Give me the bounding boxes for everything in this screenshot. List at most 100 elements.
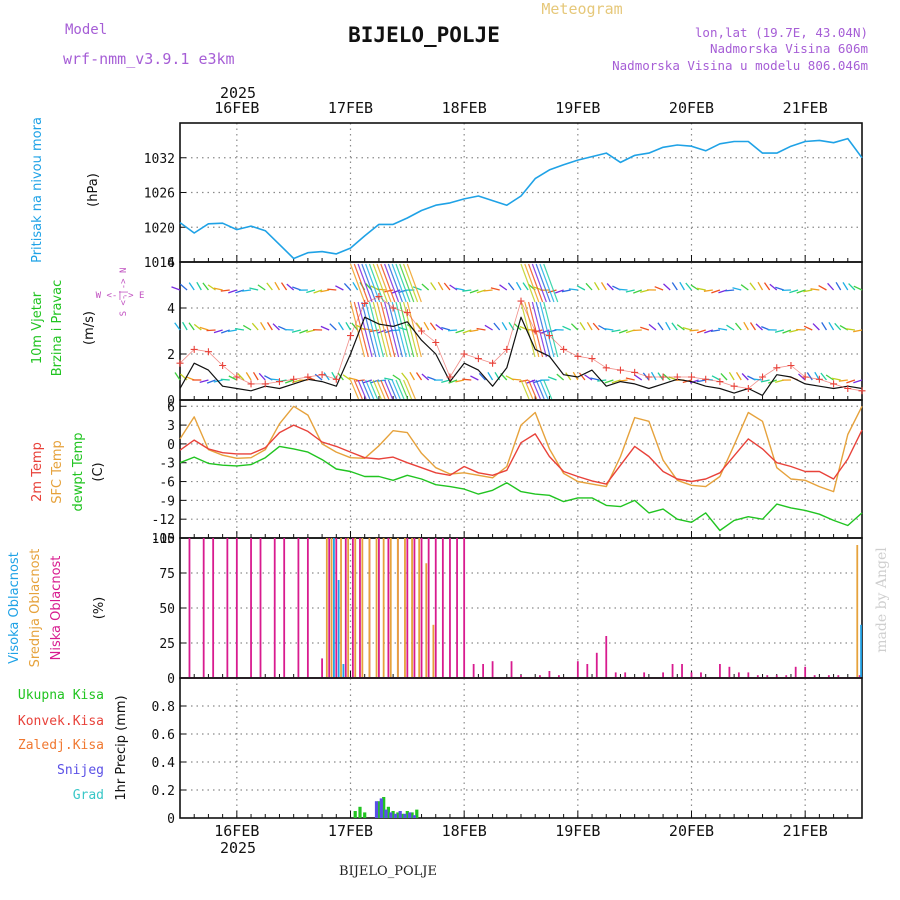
y-tick-label: 0 bbox=[167, 438, 175, 453]
y-tick-label: 0 bbox=[167, 394, 175, 409]
wind-barb bbox=[741, 373, 749, 381]
wind-barb bbox=[213, 287, 223, 291]
wind-barb bbox=[455, 379, 465, 383]
wind-barb bbox=[846, 379, 856, 384]
wind-barb bbox=[820, 372, 827, 381]
wind-barb bbox=[796, 289, 806, 294]
wind-barb bbox=[618, 288, 628, 291]
wind-barb bbox=[257, 284, 266, 291]
wind-barb bbox=[753, 378, 763, 381]
wind-barbs bbox=[171, 263, 863, 400]
wind-barb bbox=[202, 282, 209, 291]
wind-barb bbox=[704, 329, 714, 334]
wind-barb-strong bbox=[357, 379, 367, 400]
wind-barb bbox=[690, 284, 699, 291]
wind-barb bbox=[252, 371, 259, 381]
wind-barb-strong bbox=[402, 379, 413, 400]
total-rain-bar bbox=[391, 811, 395, 818]
wind-barb bbox=[441, 326, 451, 331]
wind-barb bbox=[242, 324, 252, 331]
wind-barb bbox=[228, 375, 238, 381]
wind-barb bbox=[725, 289, 735, 292]
wind-barb-strong bbox=[531, 379, 541, 400]
model-altitude-info: Nadmorska Visina u modelu 806.046m bbox=[612, 58, 868, 73]
y-tick-label: 1020 bbox=[144, 221, 175, 236]
wind-barb-strong bbox=[543, 263, 559, 303]
wind-barb bbox=[789, 329, 799, 333]
wind-barb-strong bbox=[384, 263, 400, 303]
wind-barb-strong bbox=[365, 263, 381, 303]
wind-barb bbox=[412, 286, 422, 291]
wind-barb bbox=[242, 289, 252, 292]
snow-bar bbox=[403, 813, 407, 818]
wind-barb bbox=[355, 379, 365, 382]
wind-barb-strong bbox=[353, 301, 369, 358]
wind-barb-strong bbox=[402, 301, 419, 358]
wind-barb bbox=[825, 374, 834, 381]
wind-barb-strong bbox=[387, 301, 403, 358]
panel-frame bbox=[179, 677, 863, 819]
wind-barb bbox=[600, 282, 607, 291]
legend-graupel: Grad bbox=[73, 788, 104, 803]
y-tick-label: 100 bbox=[152, 532, 175, 547]
wind-barb-strong bbox=[520, 301, 536, 358]
wind-barb bbox=[237, 373, 245, 381]
wind-title-1: 10m Vjetar bbox=[30, 291, 45, 364]
wind-barb bbox=[174, 372, 181, 381]
wind-barb bbox=[455, 329, 465, 334]
wind-barb bbox=[769, 283, 778, 291]
wind-barb bbox=[462, 378, 472, 381]
wind-barb-strong bbox=[395, 263, 411, 303]
y-tick-label: 2 bbox=[167, 348, 175, 363]
wind-barb bbox=[592, 322, 600, 331]
wind-barb bbox=[260, 321, 266, 331]
wind-barb-strong bbox=[406, 263, 422, 303]
snow-bar bbox=[408, 812, 412, 818]
wind-barb-strong bbox=[361, 379, 371, 400]
wind-barb bbox=[853, 329, 863, 333]
y-tick-label: 4 bbox=[167, 302, 175, 317]
wind-barb bbox=[384, 289, 394, 293]
wind-barb bbox=[657, 372, 664, 381]
wind-barb bbox=[749, 322, 756, 331]
wind-barb-strong bbox=[391, 379, 401, 400]
wind-barb-strong bbox=[399, 263, 415, 303]
top-day-labels: 16FEB 17FEB 18FEB 19FEB 20FEB 21FEB bbox=[214, 99, 827, 117]
wind-barb bbox=[682, 326, 692, 331]
wind-barb bbox=[348, 377, 358, 381]
wind-compass-ns: S <-|-> N bbox=[119, 268, 129, 317]
wind-barb-strong bbox=[528, 263, 544, 303]
legend-frz-rain: Zaledj.Kisa bbox=[18, 738, 104, 753]
wind-barb bbox=[834, 322, 842, 331]
wind-barb bbox=[266, 282, 273, 291]
wind-barb bbox=[228, 289, 238, 294]
wind-barb bbox=[193, 323, 202, 331]
total-rain-bar bbox=[405, 811, 409, 818]
wind-barb bbox=[611, 329, 621, 333]
wind-barb bbox=[199, 326, 209, 331]
wind-barb bbox=[679, 281, 685, 291]
wind-barb bbox=[585, 282, 593, 291]
legend-total-rain: Ukupna Kisa bbox=[18, 688, 104, 703]
wind-barb bbox=[306, 289, 316, 294]
wind-title-2: Brzina i Pravac bbox=[50, 280, 65, 377]
wind-barb bbox=[258, 372, 266, 381]
wind-barb bbox=[206, 379, 216, 384]
wind-barb-strong bbox=[384, 379, 394, 400]
wind-barb-strong bbox=[535, 263, 551, 303]
y-tick-label: 0.4 bbox=[152, 756, 176, 771]
wind-barb bbox=[689, 379, 699, 384]
wind-barb bbox=[561, 289, 571, 293]
wind-barb bbox=[369, 329, 380, 333]
snow-bar bbox=[389, 812, 393, 818]
pressure-title: Pritisak na nivou mora bbox=[30, 117, 45, 263]
wind-barb bbox=[827, 282, 835, 291]
wind-barb bbox=[703, 289, 713, 292]
bottom-day-label: 19FEB bbox=[555, 822, 600, 840]
snow-bar bbox=[393, 813, 398, 818]
wind-barb bbox=[726, 324, 735, 331]
wind-barb bbox=[604, 379, 614, 384]
wind-barb bbox=[718, 327, 728, 331]
wind-barb bbox=[337, 322, 344, 331]
wind-barb bbox=[392, 374, 401, 381]
